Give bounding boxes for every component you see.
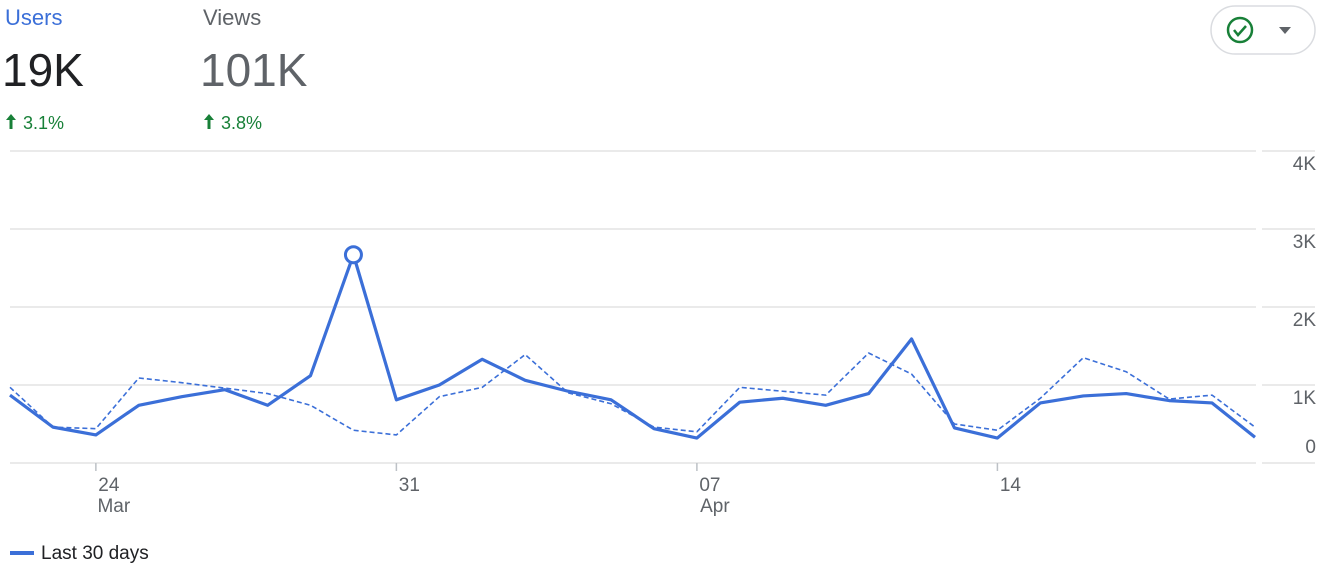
check-mark xyxy=(1233,25,1247,37)
up-arrow xyxy=(204,114,214,129)
legend-label: Last 30 days xyxy=(41,543,149,564)
highlight-point xyxy=(343,245,363,265)
metric-value: 101K xyxy=(200,44,308,96)
x-tick-sublabel: Mar xyxy=(97,496,130,517)
y-tick-label: 2K xyxy=(1293,310,1317,331)
metric-name: Users xyxy=(5,5,62,30)
y-tick-label: 3K xyxy=(1293,232,1317,253)
x-tick-label: 24 xyxy=(98,475,120,496)
y-tick-label: 1K xyxy=(1293,388,1317,409)
up-arrow xyxy=(6,114,16,129)
metric-value: 19K xyxy=(2,44,84,96)
y-tick-label: 4K xyxy=(1293,154,1317,175)
dropdown-arrow xyxy=(1279,27,1291,34)
x-tick-label: 31 xyxy=(399,475,420,496)
x-tick-label: 14 xyxy=(1000,475,1022,496)
metric-change: 3.8% xyxy=(221,113,262,133)
metric-name: Views xyxy=(203,5,261,30)
metric-change: 3.1% xyxy=(23,113,64,133)
compare-dropdown[interactable] xyxy=(1210,5,1316,55)
x-tick-label: 07 xyxy=(699,475,720,496)
check-icon xyxy=(1226,16,1254,44)
y-tick-label: 0 xyxy=(1305,437,1316,458)
series-line xyxy=(9,253,1256,440)
axis-gap xyxy=(1256,140,1262,470)
x-tick-sublabel: Apr xyxy=(700,496,730,517)
